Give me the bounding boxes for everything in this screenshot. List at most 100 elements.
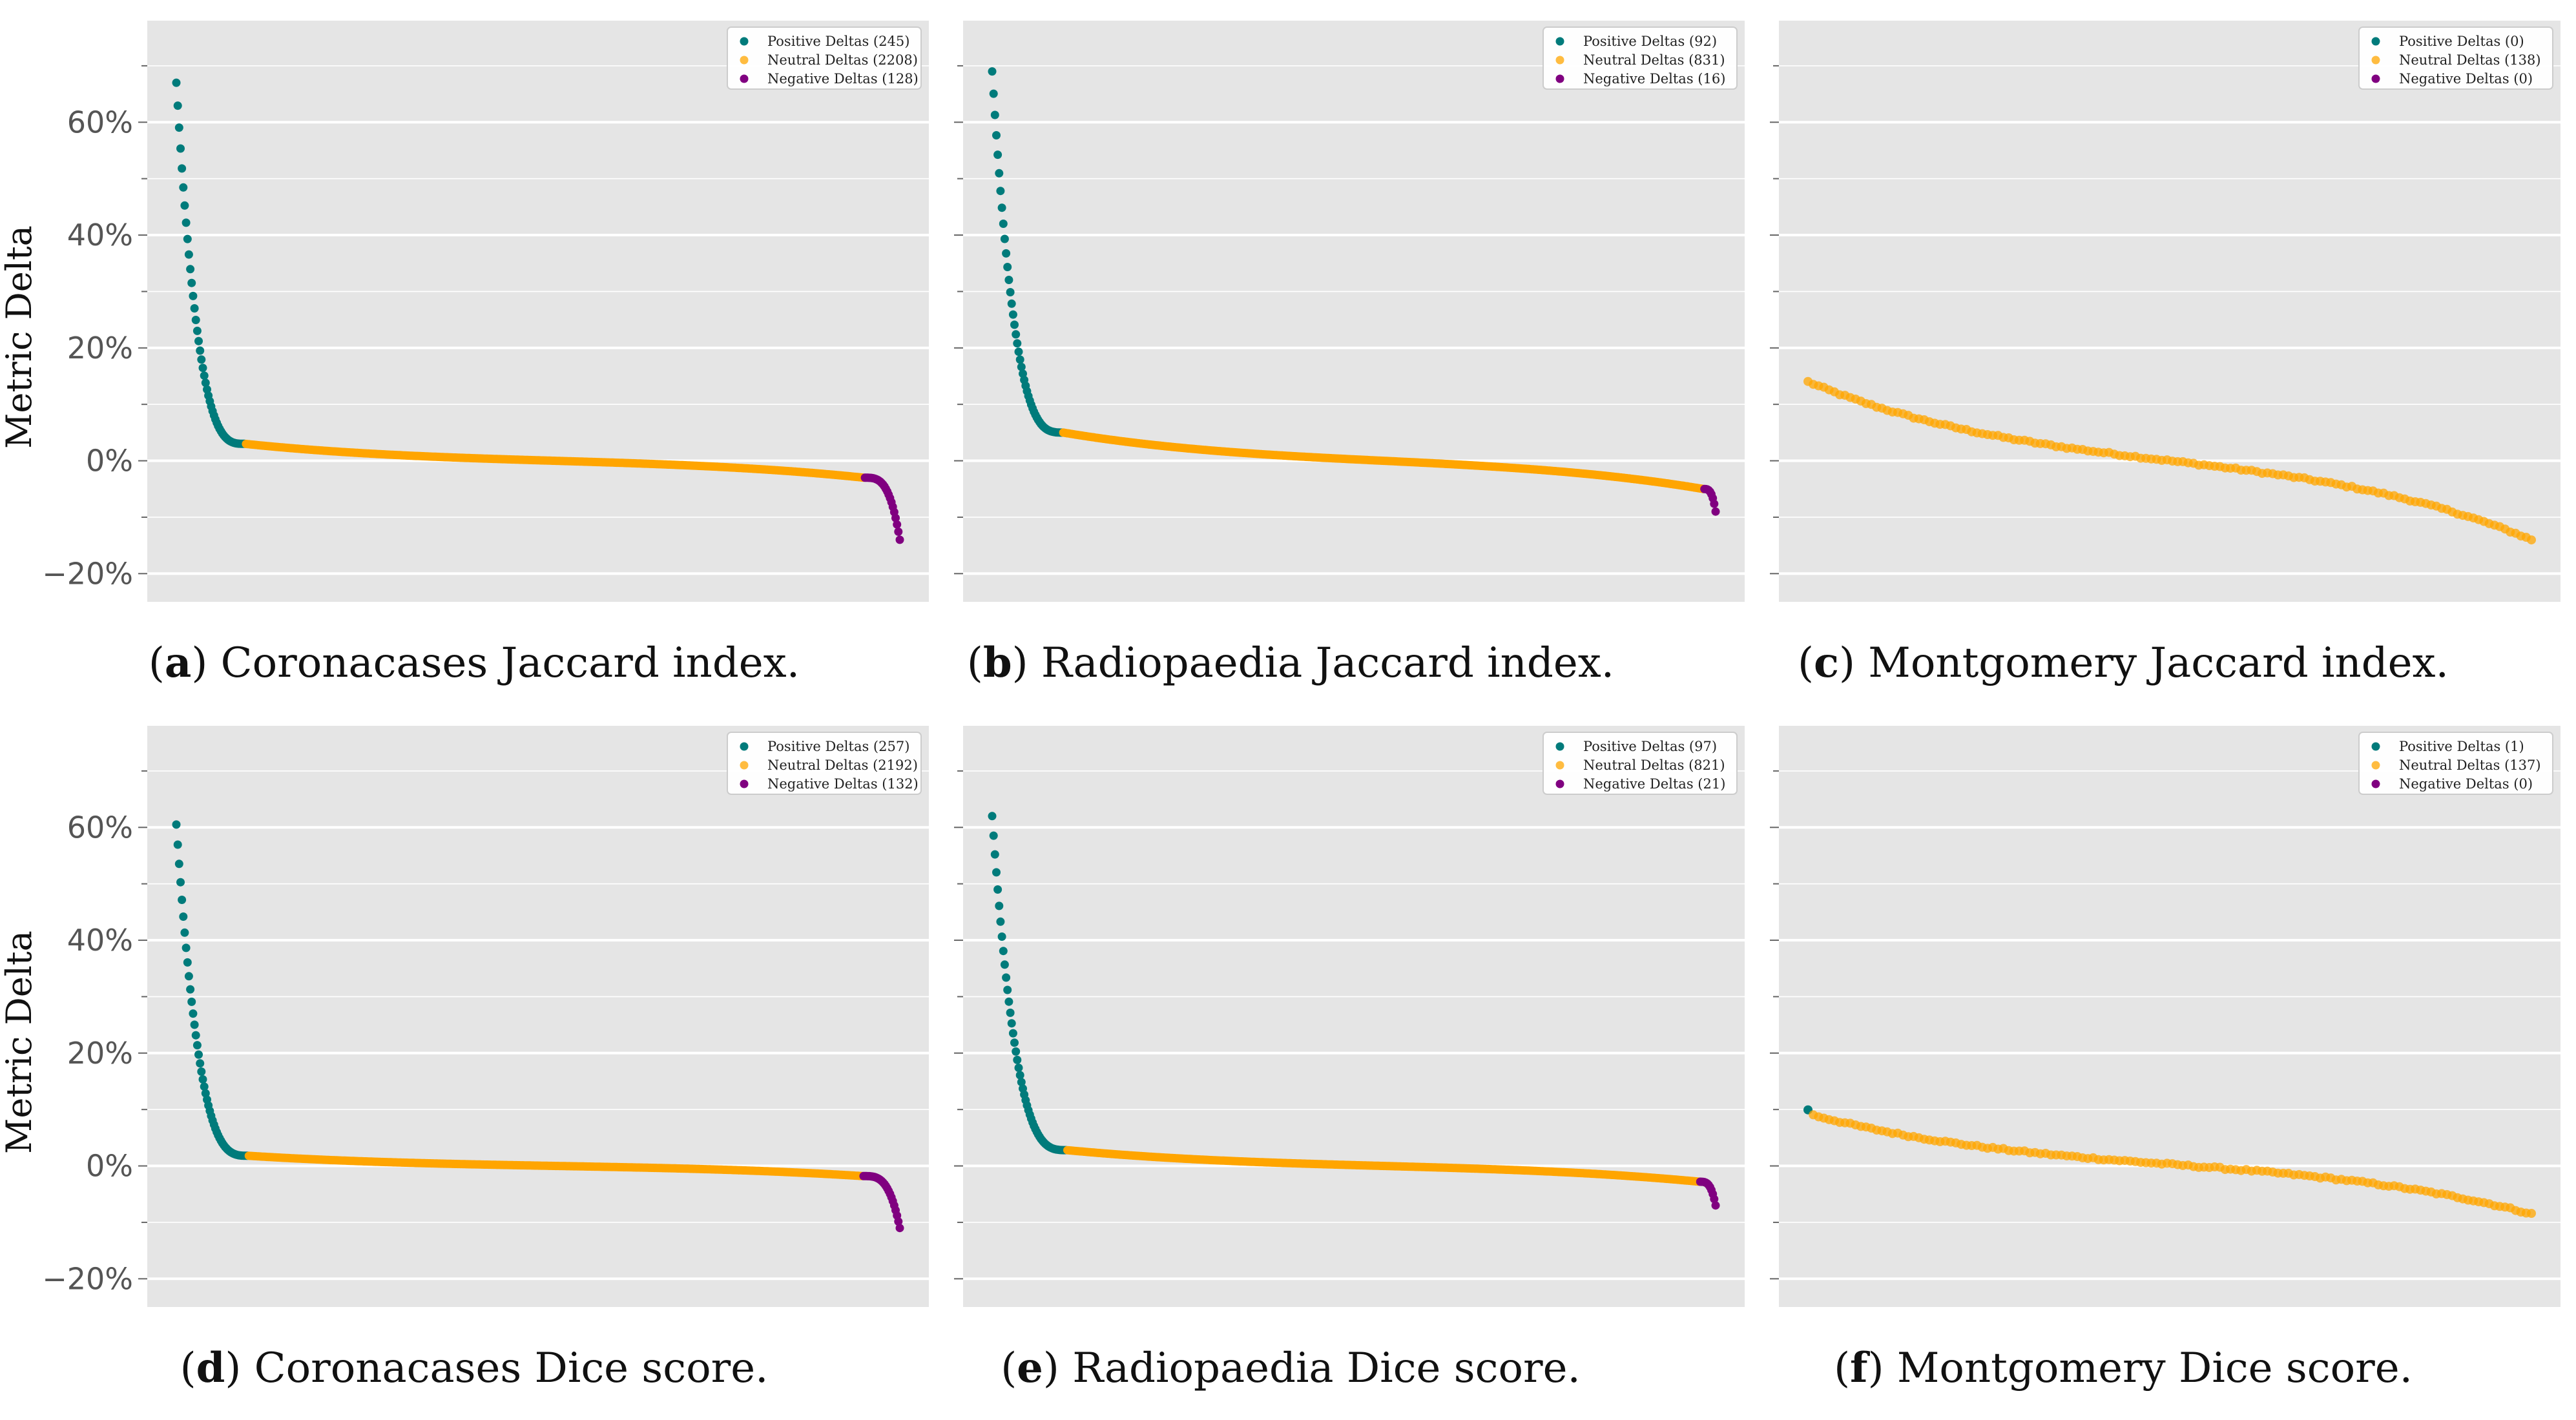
point-positive <box>999 220 1008 228</box>
point-positive <box>186 985 195 994</box>
point-positive <box>997 203 1006 212</box>
caption-paren: ( <box>1834 1344 1850 1392</box>
legend-marker-negative <box>740 74 749 83</box>
scatter-points <box>172 820 904 1233</box>
point-positive <box>194 336 203 345</box>
legend-marker-neutral <box>2371 56 2380 65</box>
plot-background <box>963 21 1745 602</box>
caption-paren: ( <box>967 639 983 687</box>
point-positive <box>1000 960 1009 969</box>
point-positive <box>176 144 185 153</box>
legend: Positive Deltas (0) Neutral Deltas (138) N… <box>2358 26 2553 90</box>
legend-marker-positive <box>2371 742 2380 751</box>
point-positive <box>1014 347 1023 356</box>
point-positive <box>201 378 210 387</box>
point-positive <box>178 896 187 904</box>
y-tick-label: −20% <box>42 1261 133 1296</box>
caption-e: (e) Radiopaedia Dice score. <box>1001 1344 1581 1392</box>
point-positive <box>1013 1055 1022 1064</box>
point-positive <box>201 1089 210 1098</box>
legend-entry-positive: Positive Deltas (92) <box>1583 34 1717 49</box>
legend-entry-neutral: Neutral Deltas (821) <box>1583 757 1725 773</box>
y-tick-label: 20% <box>67 1036 133 1071</box>
panel-d: 60% 40% 20% 0% −20% Metric Delta Positive Delt… <box>0 726 929 1307</box>
point-positive <box>200 371 209 380</box>
point-positive <box>988 812 997 821</box>
legend-marker-positive <box>1555 37 1564 46</box>
legend-marker-positive <box>740 37 749 46</box>
caption-text: ) Radiopaedia Jaccard index. <box>1012 639 1615 687</box>
legend: Positive Deltas (92) Neutral Deltas (831)… <box>1542 26 1738 90</box>
legend-marker-neutral <box>740 761 749 770</box>
point-positive <box>183 958 192 967</box>
point-positive <box>176 878 185 887</box>
scatter-points <box>988 812 1720 1210</box>
caption-text: ) Coronacases Dice score. <box>225 1344 768 1392</box>
point-positive <box>1014 1064 1023 1073</box>
y-axis-label: Metric Delta <box>0 225 39 449</box>
legend-marker-negative <box>2371 74 2380 83</box>
point-positive <box>200 1082 209 1091</box>
caption-letter: b <box>983 639 1012 687</box>
point-positive <box>198 1075 207 1084</box>
point-neutral <box>2527 1209 2536 1218</box>
y-tick-label: 0% <box>86 1149 133 1184</box>
caption-paren: ( <box>1798 639 1814 687</box>
legend-entry-negative: Negative Deltas (21) <box>1583 776 1725 792</box>
caption-letter: d <box>196 1344 225 1392</box>
point-positive <box>174 859 183 869</box>
point-positive <box>1006 1008 1015 1017</box>
point-positive <box>172 78 181 87</box>
plot-background <box>1779 21 2560 602</box>
legend-entry-negative: Negative Deltas (0) <box>2399 776 2533 792</box>
point-positive <box>1007 1019 1016 1028</box>
point-positive <box>191 1031 200 1040</box>
point-positive <box>989 89 998 98</box>
point-positive <box>1004 997 1013 1006</box>
point-positive <box>999 947 1008 956</box>
point-positive <box>1000 234 1009 243</box>
y-tick-label: 60% <box>67 810 133 845</box>
caption-text: ) Coronacases Jaccard index. <box>191 639 800 687</box>
point-positive <box>180 201 189 210</box>
point-negative <box>1710 499 1719 508</box>
point-positive <box>1015 1071 1024 1080</box>
legend-marker-positive <box>1555 742 1564 751</box>
point-positive <box>179 912 188 921</box>
point-positive <box>990 850 999 859</box>
point-negative <box>1711 507 1720 516</box>
legend-box <box>727 732 922 795</box>
point-positive <box>174 123 183 132</box>
point-positive <box>173 840 182 849</box>
scatter-points <box>988 67 1720 516</box>
legend-entry-positive: Positive Deltas (257) <box>767 739 909 754</box>
point-positive <box>184 972 193 981</box>
point-positive <box>187 997 196 1006</box>
point-positive <box>1004 276 1013 284</box>
point-positive <box>993 150 1002 159</box>
point-negative <box>895 535 904 544</box>
legend-marker-negative <box>740 779 749 788</box>
caption-text: ) Montgomery Jaccard index. <box>1839 639 2449 687</box>
point-positive <box>1006 288 1015 296</box>
point-positive <box>196 1059 205 1068</box>
point-positive <box>992 131 1001 139</box>
point-positive <box>1012 1047 1021 1056</box>
legend-box <box>1542 732 1738 795</box>
y-tick-label: 60% <box>67 105 133 139</box>
point-positive <box>190 304 199 313</box>
legend-entry-neutral: Neutral Deltas (2192) <box>767 757 918 773</box>
legend-marker-negative <box>1555 74 1564 83</box>
legend-box <box>727 26 922 90</box>
point-positive <box>197 1067 206 1076</box>
caption-letter: a <box>165 639 191 687</box>
point-positive <box>990 110 999 119</box>
point-positive <box>187 278 196 287</box>
scatter-points <box>172 78 904 544</box>
point-positive <box>996 917 1005 926</box>
point-positive <box>182 218 191 227</box>
caption-letter: f <box>1850 1344 1870 1392</box>
legend-marker-neutral <box>740 56 749 65</box>
scatter-points <box>1803 1105 2536 1218</box>
